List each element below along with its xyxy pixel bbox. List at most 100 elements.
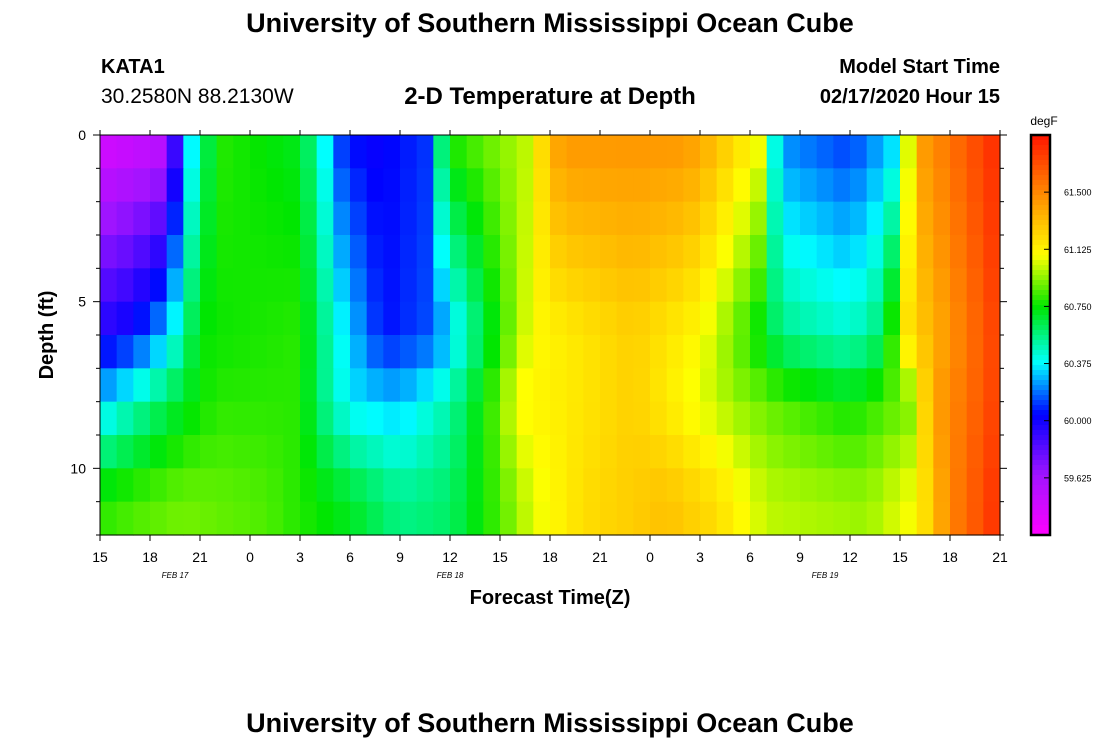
heatmap-cell xyxy=(600,168,618,203)
heatmap-cell xyxy=(183,401,201,436)
colorbar-swatch xyxy=(1031,430,1050,436)
heatmap-cell xyxy=(833,401,851,436)
heatmap-cell xyxy=(116,235,134,269)
heatmap-cell xyxy=(416,468,434,503)
colorbar-swatch xyxy=(1031,135,1050,141)
heatmap-cell xyxy=(250,168,268,203)
heatmap-cell xyxy=(700,135,718,169)
heatmap-cell xyxy=(100,335,118,369)
heatmap-cell xyxy=(666,501,684,536)
colorbar-swatch xyxy=(1031,465,1050,471)
heatmap-cell xyxy=(166,335,184,369)
colorbar-swatch xyxy=(1031,285,1050,291)
heatmap-cell xyxy=(983,301,1001,336)
heatmap-cell xyxy=(233,301,251,336)
colorbar-tick-label: 60.750 xyxy=(1064,302,1092,312)
heatmap-cell xyxy=(383,435,401,469)
colorbar-swatch xyxy=(1031,450,1050,456)
heatmap-cell xyxy=(850,268,868,303)
heatmap-cell xyxy=(566,201,584,236)
heatmap-cell xyxy=(900,201,918,236)
colorbar-swatch xyxy=(1031,230,1050,236)
heatmap-cell xyxy=(316,235,334,269)
heatmap-cell xyxy=(400,135,418,169)
heatmap-cell xyxy=(950,401,968,436)
heatmap-cell xyxy=(233,501,251,536)
heatmap-cell xyxy=(650,401,668,436)
colorbar-swatch xyxy=(1031,265,1050,271)
heatmap-cell xyxy=(450,268,468,303)
heatmap-cell xyxy=(766,335,784,369)
heatmap-cell xyxy=(783,135,801,169)
heatmap-cell xyxy=(650,235,668,269)
heatmap-cell xyxy=(233,468,251,503)
heatmap-cell xyxy=(183,135,201,169)
colorbar-swatch xyxy=(1031,240,1050,246)
heatmap-cell xyxy=(950,468,968,503)
colorbar-tick-label: 60.000 xyxy=(1064,416,1092,426)
heatmap-cell xyxy=(333,135,351,169)
colorbar-swatch xyxy=(1031,310,1050,316)
heatmap-cell xyxy=(583,168,601,203)
heatmap-cell xyxy=(616,401,634,436)
heatmap-cell xyxy=(550,468,568,503)
heatmap-cell xyxy=(733,368,751,403)
heatmap-cell xyxy=(750,301,768,336)
heatmap-cell xyxy=(450,401,468,436)
heatmap-cell xyxy=(250,268,268,303)
heatmap-cell xyxy=(900,468,918,503)
heatmap-cell xyxy=(333,401,351,436)
heatmap-cell xyxy=(700,435,718,469)
heatmap-cell xyxy=(800,201,818,236)
x-tick-label: 15 xyxy=(492,549,508,565)
colorbar-swatch xyxy=(1031,205,1050,211)
x-tick-label: 0 xyxy=(646,549,654,565)
heatmap-cell xyxy=(350,235,368,269)
heatmap-cell xyxy=(850,301,868,336)
heatmap-cell xyxy=(600,235,618,269)
heatmap-cell xyxy=(600,201,618,236)
heatmap-cell xyxy=(216,435,234,469)
heatmap-cell xyxy=(500,401,518,436)
heatmap-cell xyxy=(350,368,368,403)
heatmap-cell xyxy=(800,135,818,169)
heatmap-cell xyxy=(116,135,134,169)
heatmap-cell xyxy=(483,235,501,269)
heatmap-cell xyxy=(533,135,551,169)
colorbar-swatch xyxy=(1031,345,1050,351)
heatmap-cell xyxy=(183,235,201,269)
heatmap-cell xyxy=(966,468,984,503)
heatmap-cell xyxy=(150,468,168,503)
model-start-value: 02/17/2020 Hour 15 xyxy=(819,86,1000,108)
heatmap-cell xyxy=(316,201,334,236)
colorbar-swatch xyxy=(1031,505,1050,511)
heatmap-cell xyxy=(150,335,168,369)
colorbar-swatch xyxy=(1031,200,1050,206)
colorbar-swatch xyxy=(1031,365,1050,371)
heatmap-cell xyxy=(383,135,401,169)
heatmap-cell xyxy=(716,401,734,436)
colorbar-swatch xyxy=(1031,395,1050,401)
heatmap-cell xyxy=(400,501,418,536)
heatmap-cell xyxy=(816,168,834,203)
colorbar-frame xyxy=(1029,133,1052,537)
heatmap-cell xyxy=(516,168,534,203)
heatmap-cell xyxy=(433,468,451,503)
heatmap-cell xyxy=(316,168,334,203)
heatmap-cell xyxy=(766,168,784,203)
heatmap-cell xyxy=(216,235,234,269)
heatmap-cell xyxy=(633,201,651,236)
colorbar-swatch xyxy=(1031,520,1050,526)
heatmap-cell xyxy=(233,268,251,303)
heatmap-cell xyxy=(266,201,284,236)
colorbar-swatch xyxy=(1031,255,1050,261)
heatmap-cell xyxy=(600,468,618,503)
heatmap-cell xyxy=(350,401,368,436)
colorbar-swatch xyxy=(1031,225,1050,231)
heatmap-cell xyxy=(416,201,434,236)
colorbar-swatch xyxy=(1031,405,1050,411)
heatmap-cell xyxy=(500,435,518,469)
y-axis-label: Depth (ft) xyxy=(36,291,58,380)
colorbar-swatch xyxy=(1031,325,1050,331)
colorbar-swatch xyxy=(1031,165,1050,171)
